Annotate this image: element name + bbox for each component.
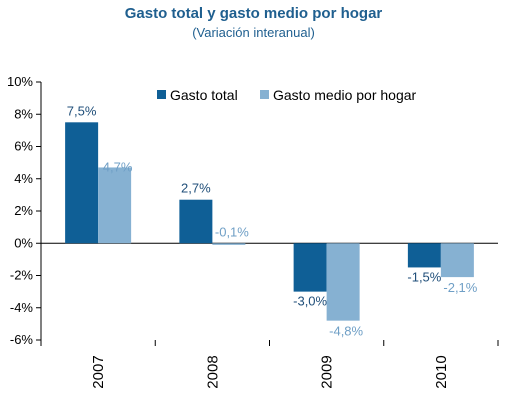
data-label: -1,5% xyxy=(407,269,441,284)
chart-title: Gasto total y gasto medio por hogar xyxy=(124,5,383,22)
y-tick-label: 10% xyxy=(7,74,33,89)
data-label: -3,0% xyxy=(293,294,327,309)
data-label: 4,7% xyxy=(103,159,133,174)
data-label: 2,7% xyxy=(181,181,211,196)
bar xyxy=(407,243,441,268)
y-tick-label: 4% xyxy=(14,171,33,186)
x-tick-label: 2009 xyxy=(319,355,336,388)
data-label: 7,5% xyxy=(67,103,97,118)
legend-swatch xyxy=(157,90,166,99)
bar xyxy=(326,243,360,321)
bar xyxy=(212,243,246,245)
x-tick-label: 2010 xyxy=(433,355,450,388)
y-tick-label: 2% xyxy=(14,203,33,218)
y-tick-label: -2% xyxy=(10,268,34,283)
legend-label: Gasto medio por hogar xyxy=(273,87,417,103)
legend-label: Gasto total xyxy=(170,87,238,103)
chart-subtitle: (Variación interanual) xyxy=(192,25,315,40)
y-tick-label: 8% xyxy=(14,106,33,121)
data-label: -0,1% xyxy=(215,224,249,239)
x-tick-label: 2007 xyxy=(90,355,107,388)
y-tick-label: 0% xyxy=(14,235,33,250)
bar xyxy=(179,199,213,244)
bar xyxy=(293,243,327,292)
y-tick-label: 6% xyxy=(14,139,33,154)
bar xyxy=(65,122,99,244)
y-tick-label: -6% xyxy=(10,332,34,347)
bar xyxy=(98,167,132,244)
legend-swatch xyxy=(260,90,269,99)
data-label: -2,1% xyxy=(443,280,477,295)
bar xyxy=(440,243,474,278)
x-tick-label: 2008 xyxy=(204,355,221,388)
data-label: -4,8% xyxy=(329,324,363,339)
y-tick-label: -4% xyxy=(10,300,34,315)
